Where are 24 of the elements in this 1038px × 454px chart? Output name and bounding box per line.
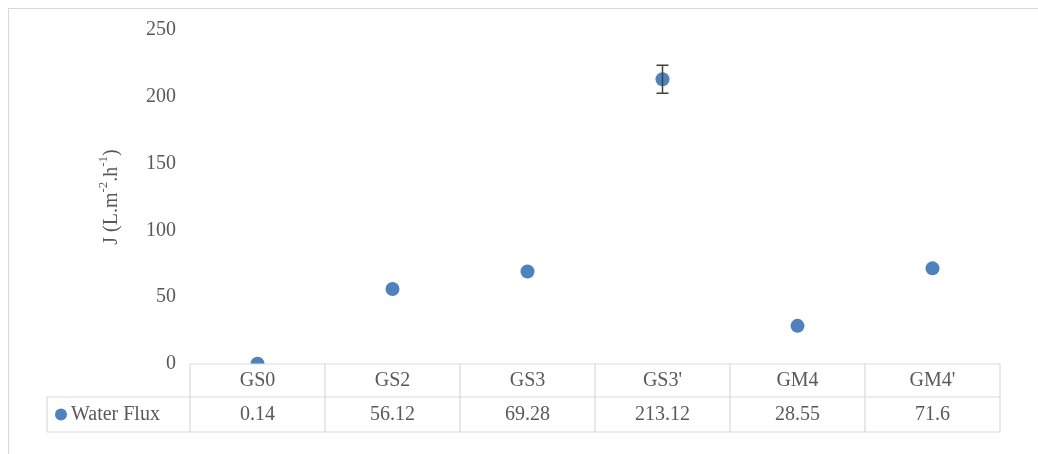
x-tick-label: GS0 xyxy=(239,367,276,390)
x-tick-label: GS3' xyxy=(642,367,683,390)
point xyxy=(520,264,535,279)
legend-label: Water Flux xyxy=(71,401,160,424)
y-axis-title: J (L.m-2.h-1) xyxy=(95,149,123,245)
y-tick-label: 200 xyxy=(146,84,176,107)
x-tick-label: GS3 xyxy=(509,367,546,390)
data-label: 71.6 xyxy=(915,401,950,424)
y-tick-label: 250 xyxy=(146,17,176,40)
data-label: 28.55 xyxy=(775,401,820,424)
y-tick-label: 100 xyxy=(146,217,176,240)
x-tick-label: GM4' xyxy=(909,367,956,390)
y-tick-label: 150 xyxy=(146,150,176,173)
y-tick-label: 0 xyxy=(166,351,176,374)
x-tick-label: GM4 xyxy=(776,367,819,390)
point xyxy=(925,261,940,276)
data-label: 56.12 xyxy=(370,401,415,424)
point xyxy=(790,318,805,333)
data-label: 69.28 xyxy=(505,401,550,424)
data-label: 213.12 xyxy=(635,401,690,424)
point xyxy=(385,282,400,297)
y-tick-label: 50 xyxy=(156,284,176,307)
data-label: 0.14 xyxy=(240,401,275,424)
x-tick-label: GS2 xyxy=(374,367,411,390)
